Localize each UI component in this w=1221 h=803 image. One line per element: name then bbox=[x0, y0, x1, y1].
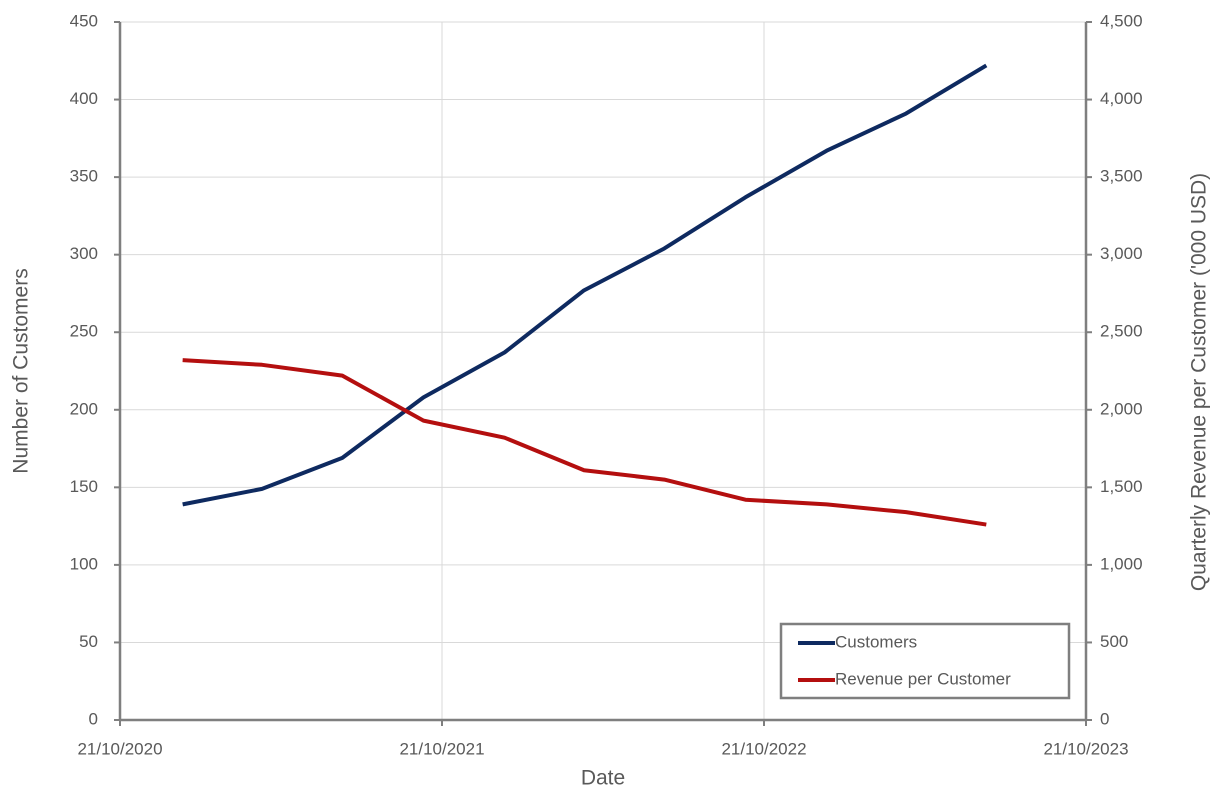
y-tick-label: 0 bbox=[89, 709, 98, 728]
legend-label: Revenue per Customer bbox=[835, 669, 1011, 688]
y2-tick-label: 1,500 bbox=[1100, 477, 1143, 496]
y2-tick-label: 4,500 bbox=[1100, 11, 1143, 30]
x-tick-label: 21/10/2022 bbox=[721, 739, 806, 758]
series-line bbox=[182, 63, 988, 507]
y-tick-label: 300 bbox=[70, 244, 98, 263]
y-tick-label: 450 bbox=[70, 11, 98, 30]
series-line bbox=[182, 358, 987, 527]
y-tick-label: 350 bbox=[70, 167, 98, 186]
x-tick-label: 21/10/2021 bbox=[399, 739, 484, 758]
y-tick-label: 250 bbox=[70, 322, 98, 341]
y2-tick-label: 4,000 bbox=[1100, 89, 1143, 108]
x-axis-title: Date bbox=[581, 767, 625, 790]
y-axis-title: Number of Customers bbox=[10, 268, 33, 473]
x-tick-label: 21/10/2023 bbox=[1043, 739, 1128, 758]
y-tick-label: 400 bbox=[70, 89, 98, 108]
y2-tick-label: 2,500 bbox=[1100, 322, 1143, 341]
y2-axis-title: Quarterly Revenue per Customer ('000 USD… bbox=[1188, 173, 1211, 591]
y-tick-label: 50 bbox=[79, 632, 98, 651]
y2-tick-label: 500 bbox=[1100, 632, 1128, 651]
y2-tick-label: 3,000 bbox=[1100, 244, 1143, 263]
y-tick-label: 100 bbox=[70, 554, 98, 573]
y2-tick-label: 3,500 bbox=[1100, 167, 1143, 186]
x-tick-label: 21/10/2020 bbox=[77, 739, 162, 758]
y-tick-label: 200 bbox=[70, 399, 98, 418]
y2-tick-label: 0 bbox=[1100, 709, 1109, 728]
y2-tick-label: 1,000 bbox=[1100, 554, 1143, 573]
legend-label: Customers bbox=[835, 632, 917, 651]
legend-box bbox=[779, 622, 1071, 700]
y-tick-label: 150 bbox=[70, 477, 98, 496]
y2-tick-label: 2,000 bbox=[1100, 399, 1143, 418]
